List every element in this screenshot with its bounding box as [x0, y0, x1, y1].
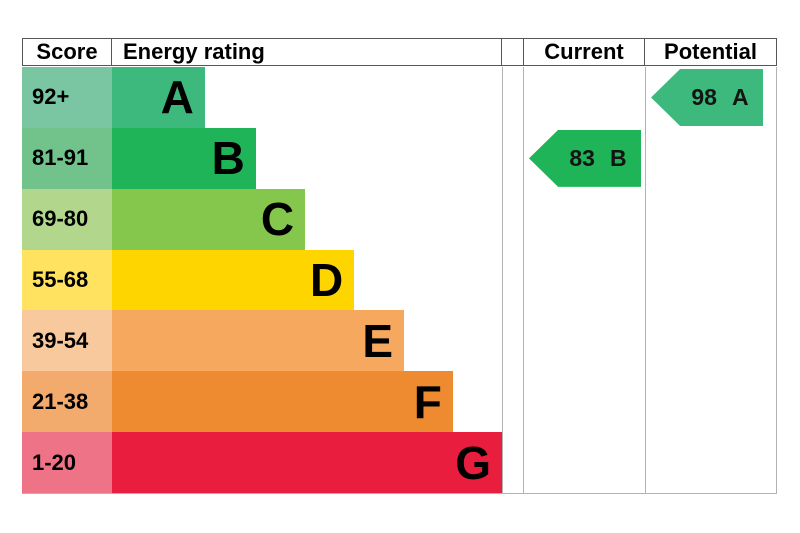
score-range-c: 69-80: [22, 188, 112, 250]
table-header-row: Score Energy rating Current Potential: [22, 38, 777, 66]
score-range-a: 92+: [22, 67, 112, 128]
rating-table: Score Energy rating Current Potential 92…: [22, 38, 777, 494]
potential-rating-arrow-icon: 98 A: [651, 69, 763, 126]
band-row-c: 69-80 C: [22, 188, 502, 250]
bar-track-g: G: [112, 432, 502, 494]
score-range-g: 1-20: [22, 432, 112, 494]
rating-bar-d: D: [112, 249, 355, 311]
rating-bar-b: B: [112, 127, 256, 189]
current-rating-arrow-icon: 83 B: [529, 129, 641, 187]
divider-current-left: [523, 67, 524, 494]
bar-track-f: F: [112, 371, 502, 433]
divider-rating-right: [502, 67, 503, 494]
energy-rating-column-header: Energy rating: [113, 39, 502, 65]
band-row-g: 1-20 G: [22, 432, 502, 494]
band-row-d: 55-68 D: [22, 249, 502, 311]
current-column-header: Current: [523, 39, 645, 65]
current-rating-letter: B: [609, 144, 627, 171]
rating-bar-f: F: [112, 371, 453, 433]
bar-track-e: E: [112, 310, 502, 372]
bar-track-d: D: [112, 249, 502, 311]
score-range-f: 21-38: [22, 371, 112, 433]
rating-bar-e: E: [112, 310, 405, 372]
band-row-b: 81-91 B: [22, 127, 502, 189]
band-row-a: 92+ A: [22, 67, 502, 128]
bar-track-a: A: [112, 67, 502, 128]
band-row-e: 39-54 E: [22, 310, 502, 372]
table-bottom-border: [22, 493, 777, 494]
divider-current-potential: [645, 67, 646, 494]
band-row-f: 21-38 F: [22, 371, 502, 433]
current-column: 83 B: [523, 67, 645, 493]
score-range-d: 55-68: [22, 249, 112, 311]
score-range-e: 39-54: [22, 310, 112, 372]
rating-bar-g: G: [112, 432, 502, 494]
current-score-value: 83: [569, 144, 595, 171]
potential-rating-letter: A: [731, 84, 749, 110]
potential-column: 98 A: [645, 67, 777, 493]
score-column-header: Score: [22, 39, 112, 65]
bar-track-c: C: [112, 188, 502, 250]
rating-bands: 92+ A 81-91 B 69-80 C 55-68 D: [22, 67, 502, 494]
divider-potential-right: [776, 67, 777, 494]
score-range-b: 81-91: [22, 127, 112, 189]
rating-bar-a: A: [112, 67, 205, 128]
potential-score-value: 98: [691, 84, 717, 110]
bar-track-b: B: [112, 127, 502, 189]
rating-bar-c: C: [112, 188, 306, 250]
potential-column-header: Potential: [645, 39, 777, 65]
